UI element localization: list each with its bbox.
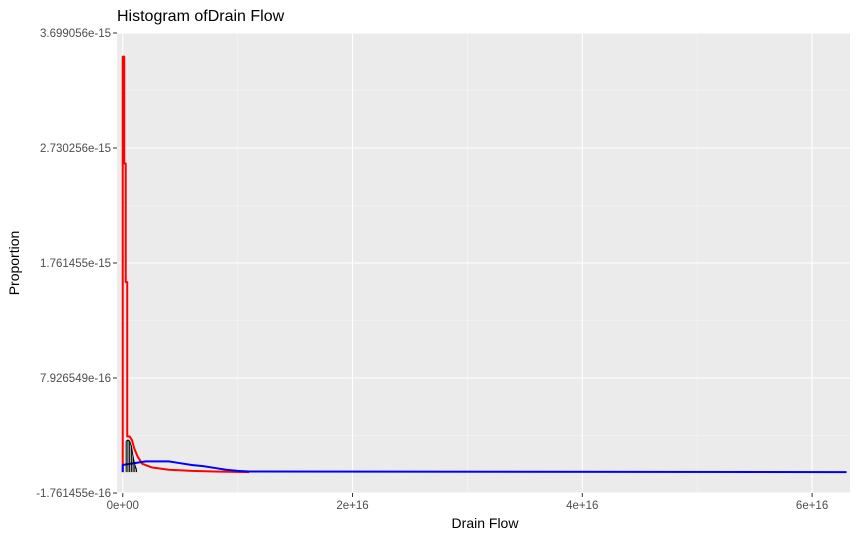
- x-tick-label: 6e+16: [796, 500, 828, 512]
- x-tick-label: 4e+16: [566, 500, 598, 512]
- chart-title: Histogram ofDrain Flow: [117, 8, 285, 25]
- y-tick-label: 7.926549e-16: [40, 373, 111, 385]
- y-tick-label: 3.699056e-15: [40, 28, 111, 40]
- series-layer: [121, 55, 847, 474]
- x-tick-label: 0e+00: [107, 500, 139, 512]
- y-tick-label: 2.730256e-15: [40, 143, 111, 155]
- series-1-outline: [121, 460, 847, 474]
- y-tick-label: 1.761455e-15: [40, 258, 111, 270]
- x-axis-title: Drain Flow: [452, 515, 520, 531]
- axis-ticks: 0e+00 2e+16 4e+16 6e+16 -1.761455e-16 7.92654…: [36, 28, 828, 512]
- series-0-outline: [121, 55, 250, 474]
- y-tick-label: -1.761455e-16: [36, 488, 111, 500]
- x-tick-label: 2e+16: [336, 500, 368, 512]
- y-axis-title: Proportion: [6, 231, 22, 296]
- series-2-bar-tops: [125, 439, 138, 470]
